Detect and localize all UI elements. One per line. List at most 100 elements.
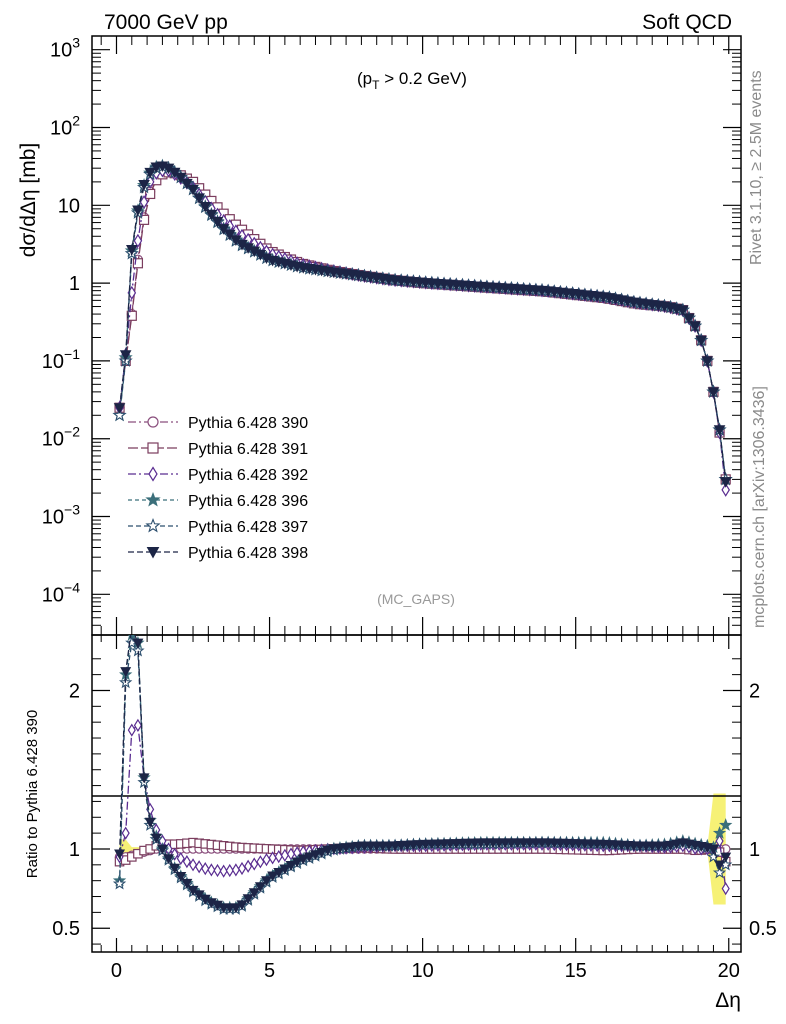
data-point: [144, 817, 156, 828]
data-point: [334, 843, 346, 854]
x-tick-label: 5: [264, 960, 275, 982]
data-point: [187, 184, 199, 196]
data-point: [133, 718, 142, 732]
series-pythia-6-428-391: [114, 167, 731, 485]
main-axes: 10−4 10−3 10−2 10−1 1 10 102 103: [42, 35, 741, 635]
data-point: [683, 313, 695, 325]
ratio-y-axis-title: Ratio to Pythia 6.428 390: [24, 710, 41, 878]
data-point: [138, 179, 150, 191]
data-point: [721, 482, 730, 497]
legend-label: Pythia 6.428 391: [188, 441, 308, 458]
x-tick-label: 20: [718, 960, 740, 982]
data-point: [114, 849, 126, 860]
data-point: [719, 818, 733, 831]
data-point: [291, 857, 303, 868]
data-point: [261, 876, 272, 887]
data-point: [230, 903, 242, 914]
data-point: [193, 193, 205, 204]
data-point: [217, 224, 230, 235]
data-point: [671, 839, 683, 850]
data-point: [138, 773, 150, 784]
data-point: [120, 667, 132, 678]
y-tick-label: 10−1: [42, 346, 80, 373]
data-point: [132, 638, 144, 649]
x-tick-label: 0: [111, 960, 122, 982]
ratio-series-layer: [112, 635, 733, 915]
data-point: [689, 321, 701, 332]
ratio-tick-label-right: 1: [749, 839, 760, 861]
x-axis-title: Δη: [715, 989, 741, 1012]
data-point: [223, 229, 236, 241]
y-tick-label: 10−4: [42, 579, 80, 606]
legend-item: Pythia 6.428 392: [128, 466, 308, 484]
data-point: [181, 178, 193, 190]
data-point: [112, 407, 127, 422]
legend-item: Pythia 6.428 391: [128, 441, 308, 458]
data-point: [720, 852, 732, 863]
legend: Pythia 6.428 390 Pythia 6.428 391 Pythia 6…: [128, 415, 308, 562]
data-point: [147, 442, 159, 454]
data-point: [133, 233, 143, 248]
ratio-series-pythia-6-428-398: [114, 635, 732, 914]
data-point: [144, 167, 156, 179]
data-point: [274, 849, 283, 864]
process-label: Soft QCD: [642, 11, 732, 34]
ratio-tick-label: 0.5: [52, 918, 80, 940]
legend-item: Pythia 6.428 397: [128, 517, 308, 536]
mcplots-label: mcplots.cern.ch [arXiv:1306.3436]: [751, 386, 768, 628]
data-point: [150, 833, 162, 844]
data-point: [713, 425, 726, 436]
data-point: [225, 863, 234, 878]
data-point: [273, 867, 285, 878]
data-point: [156, 844, 168, 855]
ratio-tick-label-right: 0.5: [749, 918, 777, 940]
data-point: [145, 188, 156, 200]
data-point: [126, 310, 137, 321]
data-point: [712, 826, 727, 839]
ratio-series-pythia-6-428-392: [115, 718, 730, 896]
data-point: [303, 852, 315, 863]
legend-label: Pythia 6.428 390: [188, 415, 308, 432]
data-point: [706, 849, 721, 863]
y-tick-label: 103: [50, 35, 80, 62]
data-point: [174, 172, 187, 184]
x-tick-label: 10: [411, 960, 433, 982]
data-point: [721, 881, 730, 896]
main-series-layer: [112, 158, 733, 497]
data-point: [170, 847, 179, 861]
y-tick-label: 10−3: [42, 502, 80, 529]
data-point: [211, 217, 224, 228]
data-point: [201, 862, 210, 876]
data-point: [145, 491, 161, 507]
analysis-annotation: (MC_GAPS): [377, 591, 455, 607]
legend-item: Pythia 6.428 396: [128, 491, 308, 510]
data-point: [181, 878, 193, 889]
data-point: [237, 861, 247, 876]
ratio-line: [118, 724, 727, 889]
data-point: [322, 845, 334, 856]
y-tick-label: 10−2: [42, 424, 80, 451]
data-point: [169, 863, 181, 874]
data-point: [328, 844, 340, 855]
data-point: [707, 844, 719, 855]
data-point: [168, 167, 181, 179]
data-point: [701, 356, 714, 367]
data-point: [695, 335, 707, 347]
data-point: [280, 848, 289, 862]
data-point: [132, 205, 144, 216]
data-point: [176, 851, 185, 866]
data-point: [707, 387, 720, 398]
rivet-version-label: Rivet 3.1.10, ≥ 2.5M events: [748, 70, 765, 265]
y-axis-title: dσ/dΔη [mb]: [17, 143, 40, 258]
data-point: [121, 826, 130, 840]
data-point: [677, 305, 689, 317]
data-point: [256, 855, 265, 869]
data-point: [714, 860, 726, 871]
ratio-tick-label-right: 2: [749, 680, 760, 702]
data-point: [254, 882, 266, 893]
ratio-plot-frame: [91, 634, 742, 953]
data-point: [126, 244, 138, 256]
data-point: [244, 859, 253, 873]
y-tick-label: 10: [58, 195, 80, 217]
